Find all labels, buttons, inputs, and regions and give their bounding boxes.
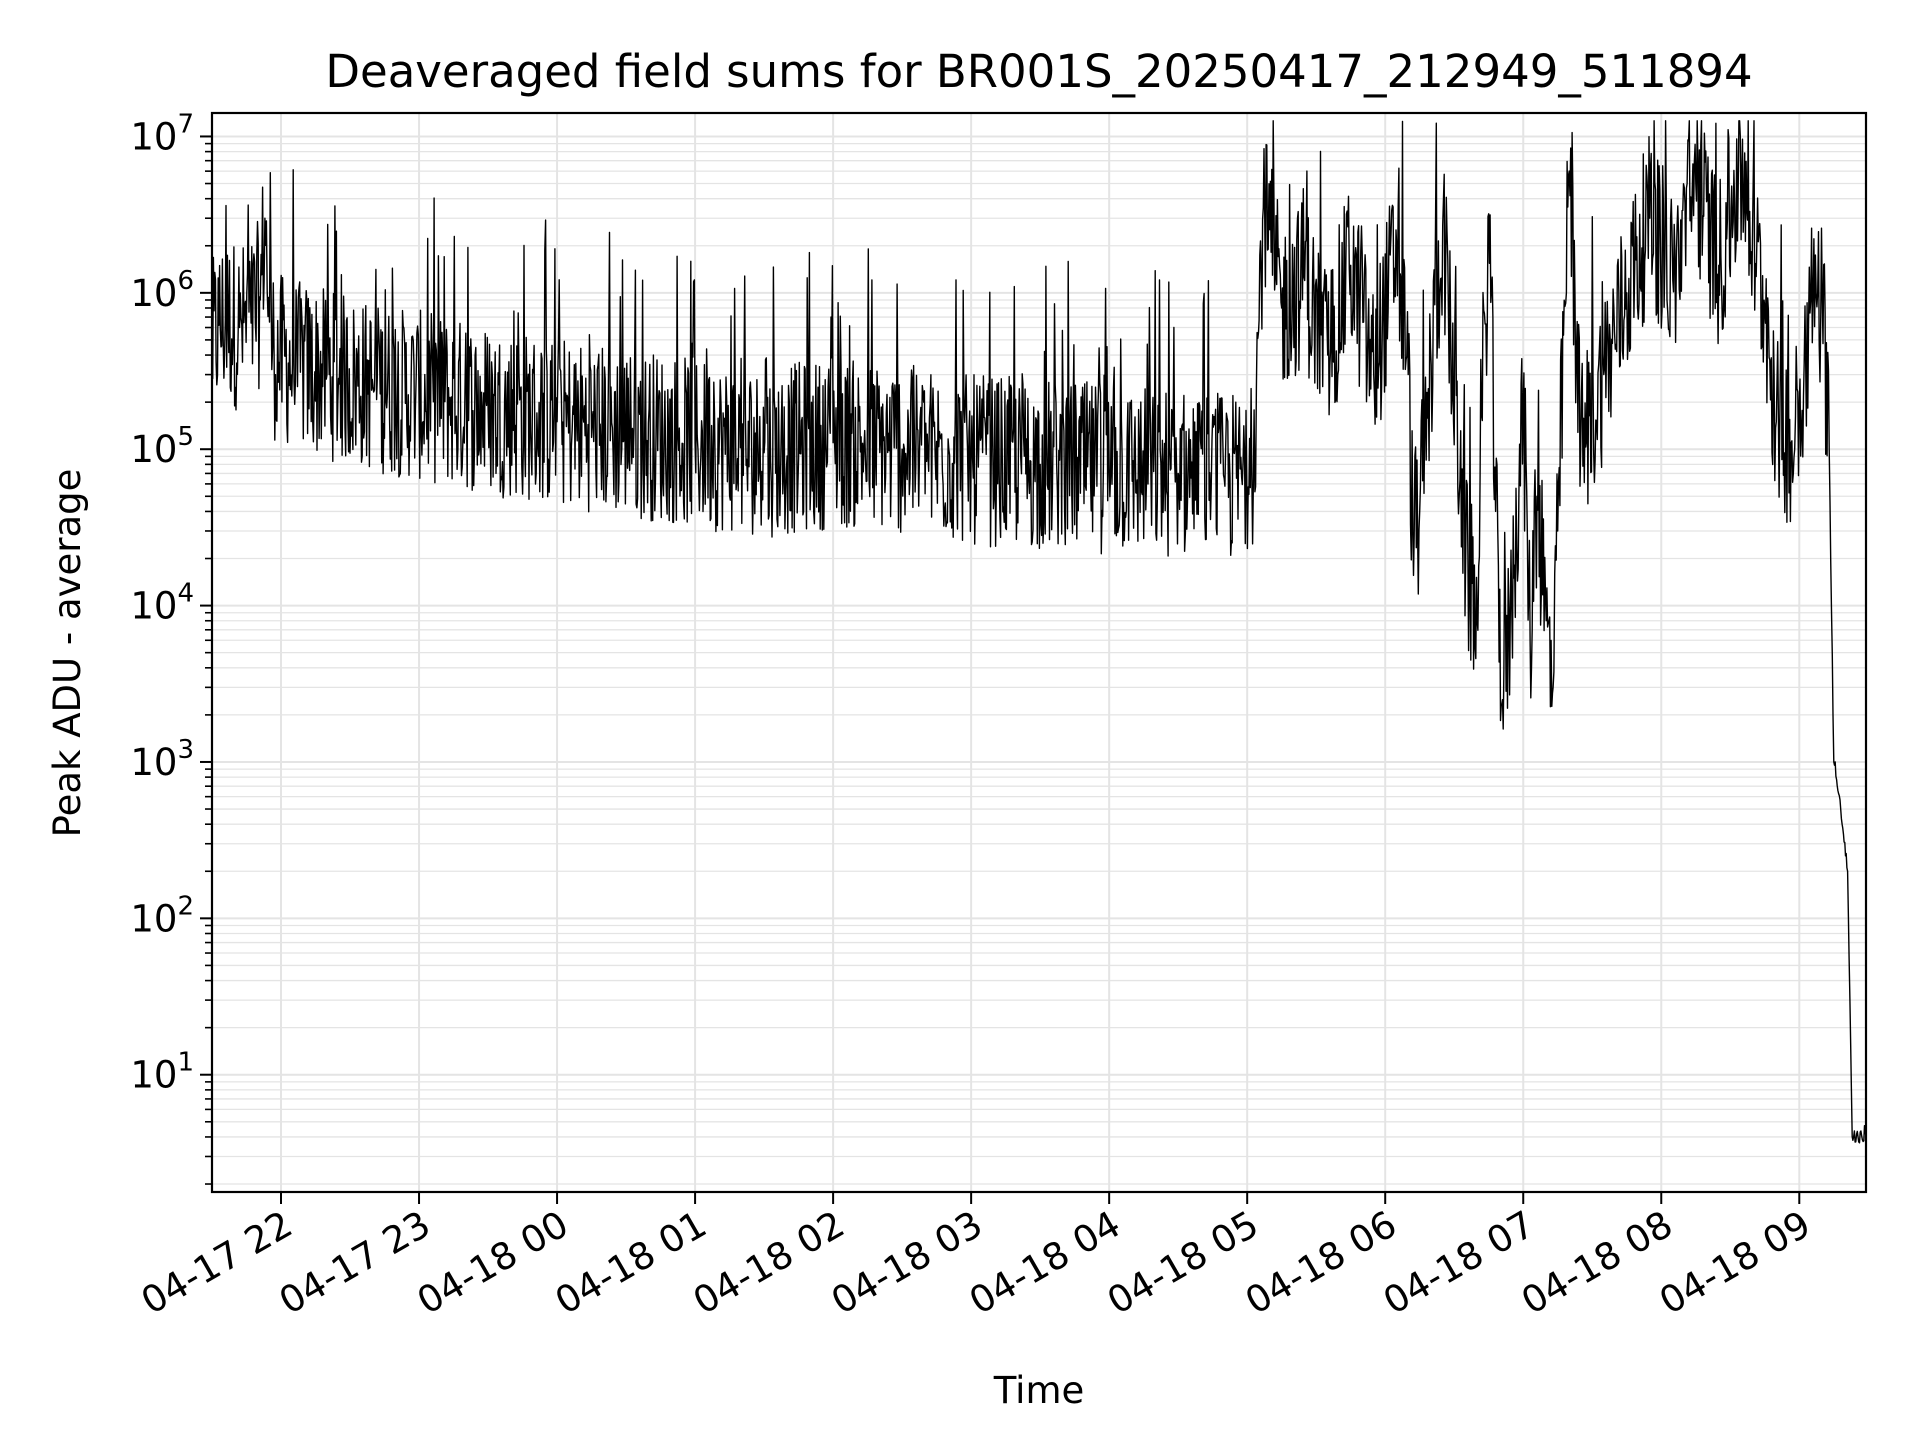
y-tick-label-exponent: 1 [177, 1048, 194, 1078]
y-tick-label: 102 [130, 891, 194, 940]
y-tick-label-exponent: 7 [177, 109, 194, 139]
y-tick-label: 106 [130, 266, 194, 315]
data-series [211, 120, 1867, 1144]
y-tick-label-exponent: 2 [177, 891, 194, 921]
y-tick-label-base: 10 [130, 1054, 177, 1097]
y-tick-label: 104 [130, 579, 194, 628]
y-tick-label: 107 [130, 109, 194, 158]
y-tick-label-exponent: 6 [177, 266, 194, 296]
y-tick-label: 103 [130, 735, 194, 784]
y-tick-label-exponent: 5 [177, 422, 194, 452]
minor-gridlines [212, 142, 1866, 1185]
y-tick-label-exponent: 4 [177, 579, 194, 609]
y-tick-label-exponent: 3 [177, 735, 194, 765]
x-axis-label: Time [993, 1369, 1085, 1412]
y-tick-label-base: 10 [130, 585, 177, 628]
y-tick-label: 105 [130, 422, 194, 471]
series-line [211, 120, 1867, 1144]
y-tick-label-base: 10 [130, 272, 177, 315]
y-tick-label-base: 10 [130, 897, 177, 940]
y-tick-label-base: 10 [130, 741, 177, 784]
y-tick-label-base: 10 [130, 428, 177, 471]
y-tick-label-base: 10 [130, 115, 177, 158]
chart-title: Deaveraged field sums for BR001S_2025041… [325, 45, 1752, 98]
y-tick-label: 101 [130, 1048, 194, 1097]
y-axis-label: Peak ADU - average [46, 469, 89, 838]
